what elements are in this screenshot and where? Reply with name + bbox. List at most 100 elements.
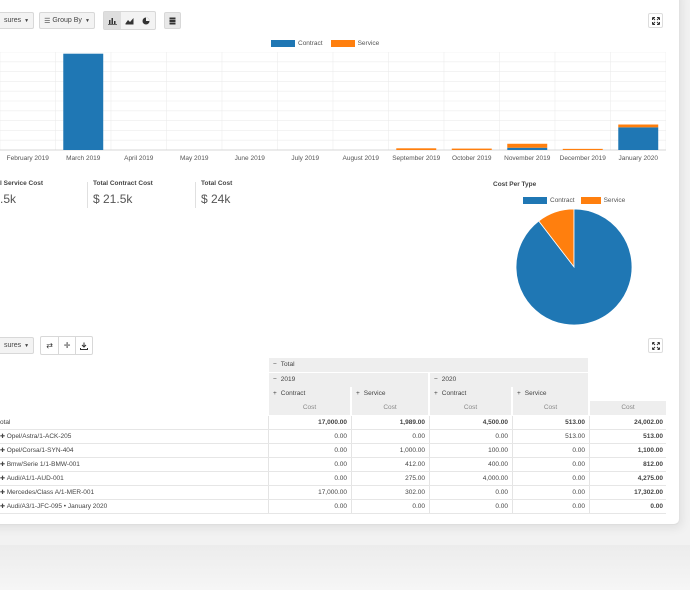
header-year-2019[interactable]: −2019	[268, 373, 428, 387]
pie-chart-icon[interactable]	[138, 12, 155, 29]
pivot-row-header[interactable]: ✚ Mercedes/Class A/1-MER-001	[0, 486, 266, 500]
pivot-cell[interactable]: 0.00	[268, 472, 350, 486]
pivot-cell[interactable]: 24,002.00	[589, 416, 666, 430]
header-year-2020[interactable]: −2020	[429, 373, 588, 387]
pivot-cell[interactable]: 0.00	[512, 500, 588, 514]
pivot-cell[interactable]: 4,275.00	[589, 472, 666, 486]
pivot-cell[interactable]: 0.00	[512, 486, 588, 500]
pivot-cell[interactable]: 17,000.00	[268, 486, 350, 500]
pivot-cell[interactable]: 0.00	[429, 500, 511, 514]
pivot-cell[interactable]: 0.00	[268, 458, 350, 472]
x-tick-label: October 2019	[452, 155, 492, 162]
header-total[interactable]: − Total	[268, 358, 588, 372]
pivot-cell[interactable]: 0.00	[512, 472, 588, 486]
x-tick-label: June 2019	[234, 155, 265, 162]
pivot-row-label: Opel/Astra/1-ACK-205	[6, 433, 72, 440]
pie-chart-legend: Contract Service	[523, 197, 625, 204]
header-2019-service[interactable]: + Service	[351, 387, 428, 401]
legend-swatch-service	[580, 197, 601, 204]
pivot-cell[interactable]: 17,000.00	[268, 416, 350, 430]
pivot-row-header[interactable]: ✚ Opel/Corsa/1-SYN-404	[0, 444, 266, 458]
measure-header[interactable]: Cost	[429, 401, 511, 415]
bar-contract[interactable]	[63, 53, 104, 151]
pivot-cell[interactable]: 1,000.00	[351, 444, 428, 458]
pivot-row-label: Mercedes/Class A/1-MER-001	[6, 489, 95, 496]
pivot-cell[interactable]: 0.00	[429, 486, 511, 500]
bar-service[interactable]	[396, 148, 437, 150]
graph-expand-icon[interactable]	[648, 13, 663, 28]
pivot-cell[interactable]: 100.00	[429, 444, 511, 458]
pivot-row[interactable]: ✚ Bmw/Serie 1/1-BMW-001 0.00 412.00 400.00 0…	[0, 458, 666, 472]
line-chart-icon[interactable]	[121, 12, 138, 29]
pivot-cell[interactable]: 513.00	[512, 416, 588, 430]
pivot-row[interactable]: ✚ Audi/A3/1-JFC-095 • January 2020 0.00 0.…	[0, 500, 666, 514]
measure-header[interactable]: Cost	[351, 401, 428, 415]
pivot-cell[interactable]: 0.00	[351, 430, 428, 444]
measures-button[interactable]: sures ▼	[0, 12, 35, 29]
expand-icon: +	[356, 390, 360, 397]
list-icon: ☰	[44, 17, 51, 25]
bar-service[interactable]	[507, 143, 548, 148]
pivot-cell[interactable]: 0.00	[268, 430, 350, 444]
pivot-cell[interactable]: 412.00	[351, 458, 428, 472]
pivot-expand-icon[interactable]	[648, 338, 663, 353]
row-divider	[0, 513, 666, 514]
pivot-cell[interactable]: 4,000.00	[429, 472, 511, 486]
pivot-toolbar: sures ▼ ⇄ ✛	[0, 336, 94, 355]
bar-service[interactable]	[562, 148, 603, 150]
pivot-cell[interactable]: 0.00	[512, 458, 588, 472]
pivot-cell[interactable]: 0.00	[351, 500, 428, 514]
pivot-row-header[interactable]: otal	[0, 416, 266, 430]
pivot-row[interactable]: ✚ Audi/A1/1-AUD-001 0.00 275.00 4,000.00 0.0…	[0, 472, 666, 486]
measure-header[interactable]: Cost	[268, 401, 350, 415]
collapse-icon: −	[434, 376, 438, 383]
pivot-cell[interactable]: 17,302.00	[589, 486, 666, 500]
pivot-total-row[interactable]: otal 17,000.00 1,989.00 4,500.00 513.00 24,00…	[0, 416, 666, 430]
stack-icon[interactable]	[163, 12, 181, 29]
bar-contract[interactable]	[618, 127, 659, 150]
bar-service[interactable]	[451, 148, 492, 150]
pivot-cell[interactable]: 0.00	[268, 444, 350, 458]
measure-header[interactable]: Cost	[512, 401, 588, 415]
kpi-label: l Service Cost	[0, 180, 43, 187]
header-2020-contract[interactable]: + Contract	[429, 387, 511, 401]
x-tick-label: December 2019	[559, 155, 606, 162]
bar-service[interactable]	[618, 124, 659, 128]
pivot-cell[interactable]: 0.00	[268, 500, 350, 514]
pivot-row-header[interactable]: ✚ Bmw/Serie 1/1-BMW-001	[0, 458, 266, 472]
pivot-cell[interactable]: 0.00	[429, 430, 511, 444]
pivot-cell[interactable]: 4,500.00	[429, 416, 511, 430]
pivot-row-header[interactable]: ✚ Audi/A3/1-JFC-095 • January 2020	[0, 500, 266, 514]
pivot-cell[interactable]: 1,989.00	[351, 416, 428, 430]
header-type-label: Service	[363, 390, 386, 397]
stacked-bar-chart	[0, 52, 666, 151]
bar-chart-icon[interactable]	[103, 12, 121, 29]
pivot-cell[interactable]: 400.00	[429, 458, 511, 472]
flip-axis-icon[interactable]: ⇄	[46, 341, 53, 350]
download-icon[interactable]	[75, 337, 92, 354]
pivot-row[interactable]: ✚ Opel/Corsa/1-SYN-404 0.00 1,000.00 100.00…	[0, 444, 666, 458]
x-tick-label: May 2019	[179, 155, 209, 162]
pivot-cell[interactable]: 1,100.00	[589, 444, 666, 458]
pivot-cell[interactable]: 0.00	[589, 500, 666, 514]
pivot-cell[interactable]: 0.00	[512, 444, 588, 458]
header-2019-contract[interactable]: + Contract	[268, 387, 350, 401]
measure-header[interactable]: Cost	[589, 401, 666, 415]
pivot-row[interactable]: ✚ Mercedes/Class A/1-MER-001 17,000.00 302…	[0, 486, 666, 500]
pivot-row[interactable]: ✚ Opel/Astra/1-ACK-205 0.00 0.00 0.00 513.00…	[0, 430, 666, 444]
pivot-cell[interactable]: 513.00	[589, 430, 666, 444]
group-by-button[interactable]: ☰ Group By ▼	[39, 12, 95, 29]
pivot-cell[interactable]: 812.00	[589, 458, 666, 472]
pie-slice-contract[interactable]	[515, 208, 633, 326]
pivot-measures-button[interactable]: sures ▼	[0, 337, 35, 354]
expand-all-icon[interactable]: ✛	[58, 337, 75, 354]
measures-label: sures	[4, 17, 22, 24]
pivot-cell[interactable]: 302.00	[351, 486, 428, 500]
pivot-row-header[interactable]: ✚ Audi/A1/1-AUD-001	[0, 472, 266, 486]
kpi-total-cost: Total Cost $ 24k	[201, 180, 232, 206]
pivot-row-header[interactable]: ✚ Opel/Astra/1-ACK-205	[0, 430, 266, 444]
header-2020-service[interactable]: + Service	[512, 387, 588, 401]
pivot-cell[interactable]: 513.00	[512, 430, 588, 444]
bar-contract[interactable]	[507, 147, 548, 150]
pivot-cell[interactable]: 275.00	[351, 472, 428, 486]
